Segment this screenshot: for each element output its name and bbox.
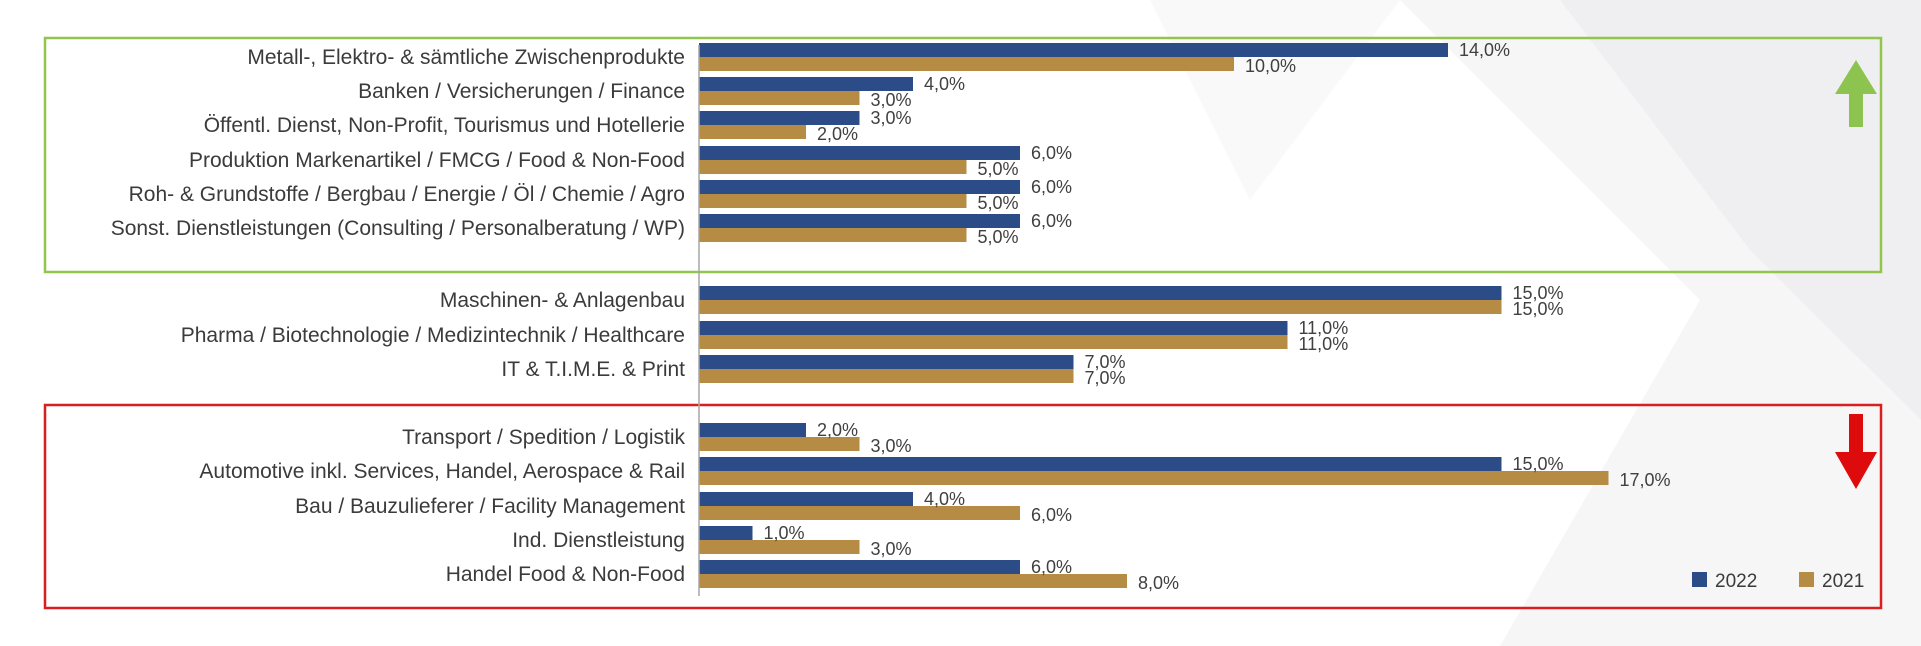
legend-swatch-2022: [1692, 572, 1707, 587]
legend-swatch-2021: [1799, 572, 1814, 587]
bar-2022: [699, 560, 1020, 574]
increase-group-box: [43, 36, 1883, 274]
category-label: Handel Food & Non-Food: [446, 563, 685, 586]
category-label: Roh- & Grundstoffe / Bergbau / Energie /…: [129, 183, 685, 206]
category-label: Produktion Markenartikel / FMCG / Food &…: [189, 149, 685, 172]
bar-2021: [699, 228, 967, 242]
data-label-2021: 5,0%: [978, 227, 1019, 247]
category-label: Sonst. Dienstleistungen (Consulting / Pe…: [111, 217, 685, 240]
data-label-2021: 15,0%: [1513, 299, 1564, 319]
bar-2022: [699, 111, 860, 125]
bar-2021: [699, 471, 1609, 485]
bar-2022: [699, 180, 1020, 194]
data-label-2021: 7,0%: [1085, 368, 1126, 388]
category-label: Öffentl. Dienst, Non-Profit, Tourismus u…: [204, 114, 685, 137]
bar-2021: [699, 369, 1074, 383]
data-label-2022: 3,0%: [871, 108, 912, 128]
legend-label-2022: 2022: [1715, 571, 1757, 592]
data-label-2021: 3,0%: [871, 539, 912, 559]
data-label-2021: 5,0%: [978, 193, 1019, 213]
category-label: Banken / Versicherungen / Finance: [358, 80, 685, 103]
data-label-2021: 3,0%: [871, 436, 912, 456]
data-label-2022: 6,0%: [1031, 143, 1072, 163]
bar-2022: [699, 286, 1502, 300]
decrease-group-box: [43, 403, 1883, 610]
category-label: IT & T.I.M.E. & Print: [501, 358, 685, 381]
arrow-down-icon: [1835, 414, 1877, 489]
category-label: Pharma / Biotechnologie / Medizintechnik…: [181, 324, 685, 347]
bar-2022: [699, 146, 1020, 160]
bar-2022: [699, 492, 913, 506]
bar-2022: [699, 43, 1448, 57]
data-label-2021: 6,0%: [1031, 505, 1072, 525]
bar-2021: [699, 125, 806, 139]
category-label: Ind. Dienstleistung: [512, 529, 685, 552]
category-label: Metall-, Elektro- & sämtliche Zwischenpr…: [247, 46, 685, 69]
bar-2022: [699, 214, 1020, 228]
bar-2021: [699, 194, 967, 208]
data-label-2022: 4,0%: [924, 489, 965, 509]
bar-2022: [699, 321, 1288, 335]
data-label-2022: 15,0%: [1513, 283, 1564, 303]
bar-2021: [699, 540, 860, 554]
arrow-up-icon: [1835, 60, 1877, 127]
data-label-2021: 8,0%: [1138, 573, 1179, 593]
bar-2021: [699, 506, 1020, 520]
data-label-2021: 17,0%: [1620, 470, 1671, 490]
data-label-2022: 14,0%: [1459, 40, 1510, 60]
legend-label-2021: 2021: [1822, 571, 1864, 592]
bar-2021: [699, 300, 1502, 314]
bar-2021: [699, 160, 967, 174]
bar-2021: [699, 57, 1234, 71]
bar-2021: [699, 437, 860, 451]
category-label: Bau / Bauzulieferer / Facility Managemen…: [295, 495, 685, 518]
legend: 2022 2021: [1692, 571, 1864, 592]
data-label-2022: 11,0%: [1299, 318, 1349, 338]
category-label: Maschinen- & Anlagenbau: [440, 289, 685, 312]
data-label-2022: 2,0%: [817, 420, 858, 440]
data-label-2022: 4,0%: [924, 74, 965, 94]
bar-2022: [699, 526, 753, 540]
data-label-2021: 2,0%: [817, 124, 858, 144]
data-label-2022: 15,0%: [1513, 454, 1564, 474]
data-label-2022: 6,0%: [1031, 177, 1072, 197]
bar-2021: [699, 335, 1288, 349]
data-label-2022: 6,0%: [1031, 211, 1072, 231]
bar-2021: [699, 574, 1127, 588]
data-label-2021: 3,0%: [871, 90, 912, 110]
category-label: Transport / Spedition / Logistik: [402, 426, 685, 449]
bar-2022: [699, 77, 913, 91]
data-label-2022: 1,0%: [764, 523, 805, 543]
bar-2022: [699, 355, 1074, 369]
data-label-2022: 7,0%: [1085, 352, 1126, 372]
bar-2022: [699, 457, 1502, 471]
data-label-2021: 10,0%: [1245, 56, 1296, 76]
data-label-2021: 11,0%: [1299, 334, 1349, 354]
bar-2021: [699, 91, 860, 105]
category-label: Automotive inkl. Services, Handel, Aeros…: [199, 460, 685, 483]
data-label-2022: 6,0%: [1031, 557, 1072, 577]
data-label-2021: 5,0%: [978, 159, 1019, 179]
bar-2022: [699, 423, 806, 437]
